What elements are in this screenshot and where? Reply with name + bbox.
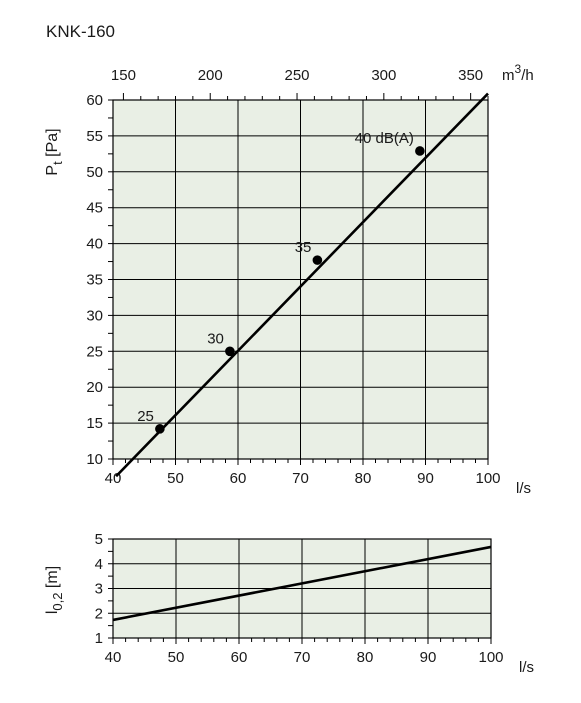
top-tick-label: 200 <box>198 67 223 84</box>
plot-frame <box>112 99 489 460</box>
y-tick-label: 55 <box>86 128 103 145</box>
y-tick-label: 20 <box>86 379 103 396</box>
x-tick-label: 70 <box>292 470 309 487</box>
x-tick-label: 90 <box>420 649 437 666</box>
y-tick-label: 1 <box>95 630 103 647</box>
x-tick-label: 70 <box>294 649 311 666</box>
x-axis-label: l/s <box>516 480 531 497</box>
y-tick-label: 45 <box>86 200 103 217</box>
plot-frame <box>112 538 492 639</box>
series-line-1 <box>112 545 492 622</box>
y-tick-label: 3 <box>95 581 103 598</box>
chart-1: 40 50 60 70 80 90 1001015202530354045505560l/s… <box>44 62 534 497</box>
x-tick-label: 60 <box>230 470 247 487</box>
top-tick-label: 300 <box>371 67 396 84</box>
y-tick-label: 4 <box>95 556 103 573</box>
data-point <box>415 146 425 156</box>
chart-2: 40 50 60 70 80 90 100 1 2 3 4 5 l/s l0,2 [m] <box>44 531 534 676</box>
top-tick-label: 250 <box>285 67 310 84</box>
top-axis-label: m3/h <box>502 62 534 84</box>
x-tick-label: 80 <box>357 649 374 666</box>
point-label: 25 <box>137 408 154 425</box>
series-line-1 <box>115 92 489 478</box>
y-tick-label: 25 <box>86 343 103 360</box>
x-tick-label: 90 <box>417 470 434 487</box>
data-point <box>225 346 235 357</box>
point-label: 30 <box>207 330 224 347</box>
y-tick-label: 30 <box>86 307 103 324</box>
point-label: 40 dB(A) <box>355 130 414 147</box>
x-tick-label: 50 <box>167 470 184 487</box>
data-point <box>155 424 165 434</box>
y-axis-label: l0,2 [m] <box>44 566 65 614</box>
x-tick-label: 100 <box>478 649 503 666</box>
x-tick-label: 40 <box>105 649 122 666</box>
y-tick-label: 10 <box>86 451 103 468</box>
y-tick-label: 15 <box>86 415 103 432</box>
x-axis-label: l/s <box>519 659 534 676</box>
chart-title: KNK-160 <box>46 22 115 41</box>
top-tick-label: 150 <box>111 67 136 84</box>
x-tick-label: 50 <box>168 649 185 666</box>
y-axis-label: Pt [Pa] <box>44 128 65 175</box>
top-tick-label: 350 <box>458 67 483 84</box>
y-tick-label: 35 <box>86 272 103 289</box>
y-tick-label: 5 <box>95 531 103 548</box>
y-tick-label: 60 <box>86 92 103 109</box>
y-tick-label: 40 <box>86 236 103 253</box>
point-label: 35 <box>295 239 312 256</box>
x-tick-label: 100 <box>475 470 500 487</box>
y-tick-label: 2 <box>95 605 103 622</box>
y-tick-label: 50 <box>86 164 103 181</box>
x-tick-label: 60 <box>231 649 248 666</box>
data-point <box>312 255 323 265</box>
x-tick-label: 80 <box>355 470 372 487</box>
